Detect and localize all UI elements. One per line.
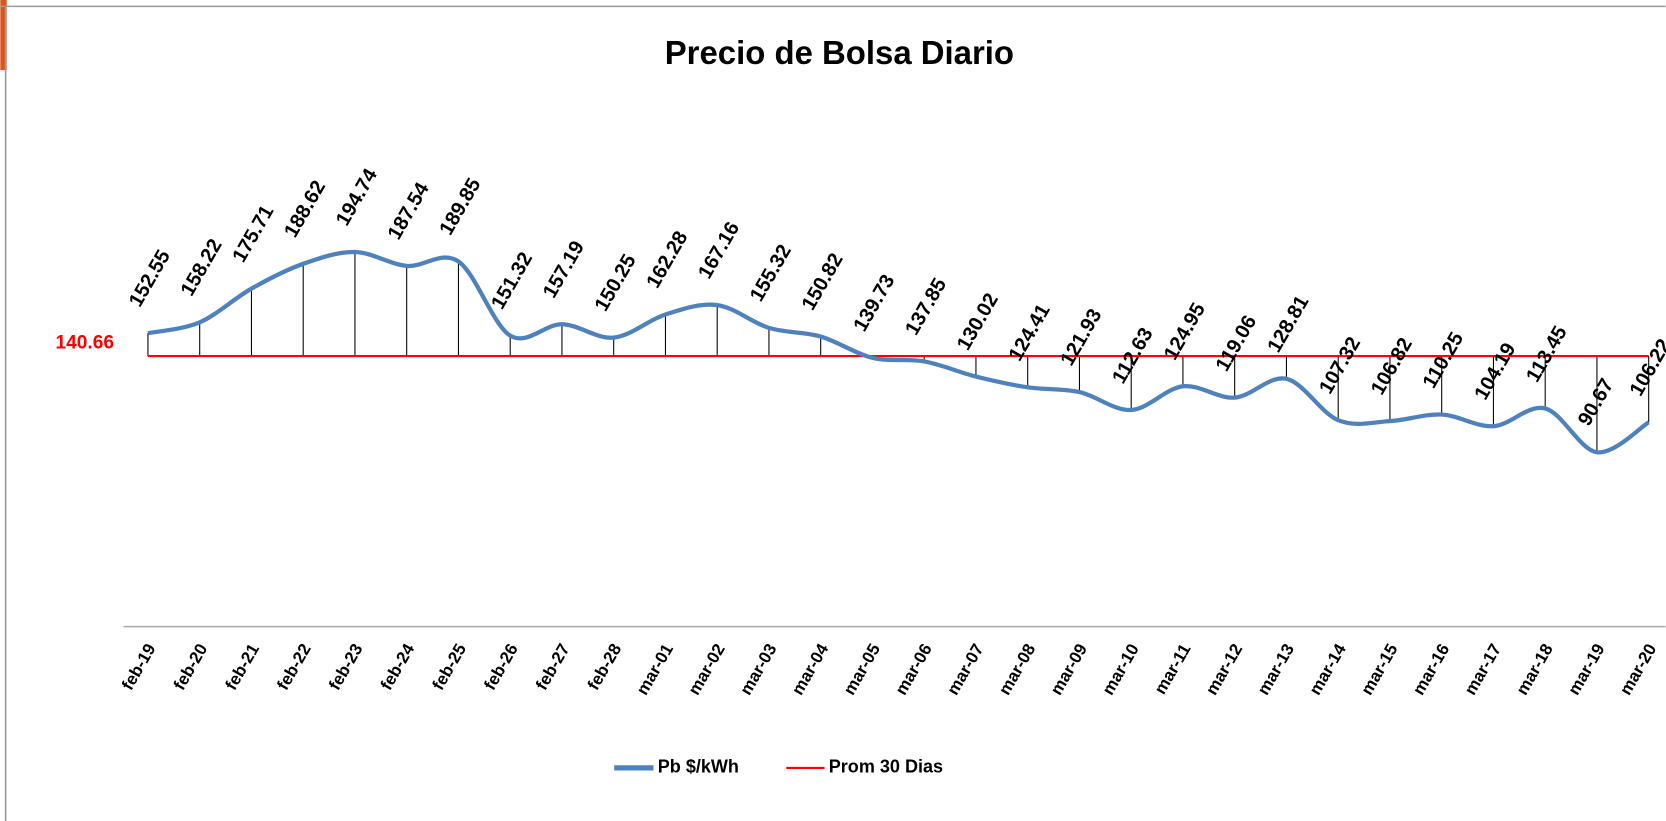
data-label: 150.25	[591, 251, 641, 315]
data-label: 150.82	[798, 250, 848, 314]
x-tick-label: mar-10	[1098, 640, 1142, 698]
x-tick-label: mar-01	[633, 640, 677, 698]
x-tick-label: feb-28	[584, 640, 625, 693]
data-label: 188.62	[280, 177, 330, 241]
x-tick-label: mar-08	[995, 640, 1039, 698]
data-label: 113.45	[1522, 323, 1571, 386]
data-label: 90.67	[1574, 375, 1618, 430]
data-label: 139.73	[850, 271, 900, 335]
data-label: 194.74	[332, 165, 382, 230]
data-label: 167.16	[694, 218, 744, 282]
x-tick-label: mar-05	[840, 640, 884, 698]
x-tick-label: mar-03	[736, 640, 780, 698]
data-label: 107.32	[1315, 333, 1365, 397]
chart-title: Precio de Bolsa Diario	[665, 34, 1014, 71]
x-tick-label: feb-23	[325, 640, 366, 693]
x-tick-label: mar-15	[1357, 640, 1401, 698]
line	[147, 249, 1650, 455]
data-label: 121.93	[1057, 305, 1107, 369]
x-tick-label: mar-09	[1047, 640, 1091, 698]
data-label: 175.71	[229, 202, 279, 266]
x-tick-label: mar-07	[943, 640, 987, 698]
data-label: 157.19	[539, 237, 589, 301]
x-tick-label: mar-18	[1512, 640, 1556, 698]
data-label: 106.82	[1367, 334, 1417, 398]
x-tick-label: mar-13	[1254, 640, 1298, 698]
x-tick-label: mar-04	[788, 640, 833, 698]
x-tick-label: mar-14	[1305, 640, 1350, 698]
x-tick-label: feb-25	[429, 640, 470, 693]
legend-label: Pb $/kWh	[658, 757, 739, 777]
legend: Pb $/kWh Prom 30 Dias	[614, 757, 943, 777]
x-tick-label: feb-27	[532, 640, 573, 693]
data-label: 152.55	[125, 246, 175, 310]
x-tick-label: feb-19	[118, 640, 159, 693]
data-label: 189.85	[436, 175, 486, 239]
x-tick-label: mar-17	[1461, 640, 1505, 698]
x-tick-label: mar-19	[1564, 640, 1608, 698]
data-label: 158.22	[177, 235, 227, 299]
x-tick-label: mar-06	[891, 640, 935, 698]
x-tick-label: mar-11	[1151, 640, 1195, 697]
x-tick-label: mar-20	[1616, 640, 1660, 698]
data-label: 104.19	[1471, 339, 1521, 403]
data-label: 119.06	[1212, 312, 1261, 375]
average-label: 140.66	[56, 332, 114, 353]
data-label: 187.54	[384, 178, 434, 243]
data-label: 151.32	[487, 249, 537, 313]
x-tick-label: mar-16	[1409, 640, 1453, 698]
data-label: 106.22	[1626, 335, 1666, 399]
window-edge	[0, 0, 7, 71]
data-label: 155.32	[746, 241, 796, 305]
data-label: 137.85	[901, 275, 951, 339]
x-tick-label: mar-02	[684, 640, 728, 698]
data-label: 110.25	[1419, 329, 1468, 392]
x-tick-label: feb-22	[273, 640, 314, 693]
x-tick-label: feb-20	[170, 640, 211, 693]
x-tick-label: feb-24	[377, 640, 419, 693]
x-tick-label: feb-26	[480, 640, 521, 693]
data-label: 130.02	[953, 290, 1003, 354]
legend-label: Prom 30 Dias	[829, 757, 943, 777]
data-label: 162.28	[643, 228, 693, 292]
x-tick-label: feb-21	[222, 640, 263, 693]
x-tick-label: mar-12	[1202, 640, 1246, 698]
data-label: 124.95	[1160, 299, 1210, 363]
data-label: 128.81	[1264, 292, 1314, 356]
